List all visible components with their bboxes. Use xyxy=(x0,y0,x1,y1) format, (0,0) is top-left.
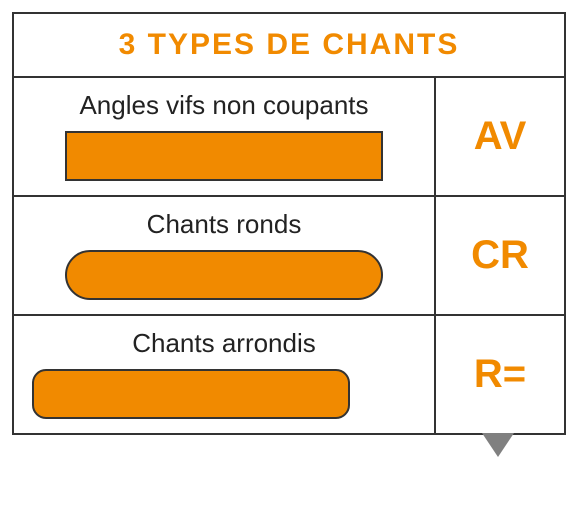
row-left-cell: Chants ronds xyxy=(14,197,434,314)
table-header: 3 TYPES DE CHANTS xyxy=(14,14,564,78)
table-row: Chants arrondis R= xyxy=(14,316,564,433)
row-left-cell: Chants arrondis xyxy=(14,316,434,433)
row-label: Chants ronds xyxy=(147,209,302,240)
row-code: R= xyxy=(474,352,526,397)
types-table: 3 TYPES DE CHANTS Angles vifs non coupan… xyxy=(12,12,566,435)
row-label: Chants arrondis xyxy=(132,328,316,359)
shape-rect-sharp xyxy=(65,131,383,181)
row-right-cell: CR xyxy=(434,197,564,314)
row-right-cell: AV xyxy=(434,78,564,195)
shape-rect-round xyxy=(65,250,383,300)
row-left-cell: Angles vifs non coupants xyxy=(14,78,434,195)
row-right-cell: R= xyxy=(434,316,564,433)
row-label: Angles vifs non coupants xyxy=(79,90,368,121)
row-code: CR xyxy=(471,233,529,278)
table-title: 3 TYPES DE CHANTS xyxy=(119,28,460,61)
row-code: AV xyxy=(474,114,527,159)
shape-wrap xyxy=(32,250,416,300)
table-row: Chants ronds CR xyxy=(14,197,564,316)
shape-rect-rounded xyxy=(32,369,350,419)
chevron-down-icon xyxy=(12,433,568,462)
shape-wrap xyxy=(32,131,416,181)
table-row: Angles vifs non coupants AV xyxy=(14,78,564,197)
shape-wrap xyxy=(32,369,416,419)
